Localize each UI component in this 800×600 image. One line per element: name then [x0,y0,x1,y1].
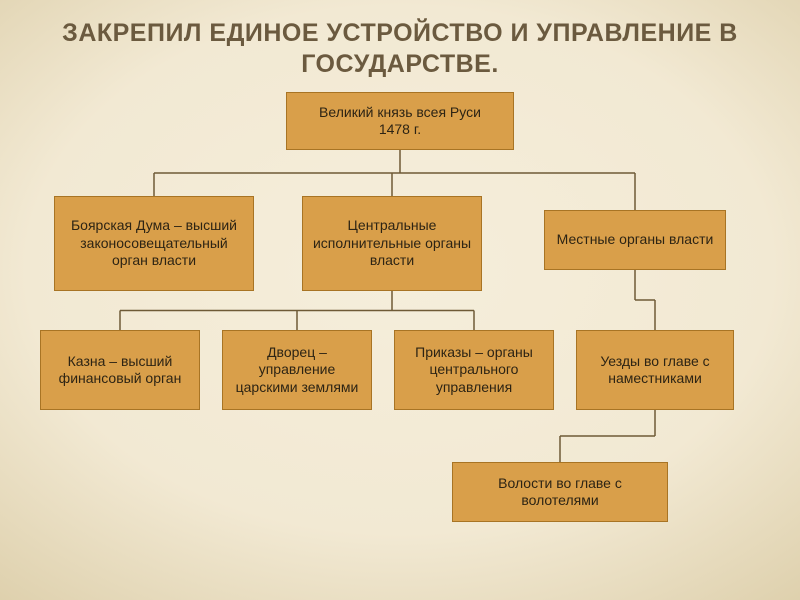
org-node-label: Центральные исполнительные органы власти [311,217,473,270]
org-node-label: Казна – высший финансовый орган [49,353,191,388]
org-node-label: Боярская Дума – высший законосовещательн… [63,217,245,270]
org-node-label: Приказы – органы центрального управления [403,344,545,397]
org-node-uezd: Уезды во главе с наместниками [576,330,734,410]
org-node-exec: Центральные исполнительные органы власти [302,196,482,291]
org-node-label: Великий князь всея Руси 1478 г. [319,104,481,139]
org-node-label: Волости во главе с волотелями [461,475,659,510]
org-node-prikaz: Приказы – органы центрального управления [394,330,554,410]
page-title: ЗАКРЕПИЛ ЕДИНОЕ УСТРОЙСТВО И УПРАВЛЕНИЕ … [0,0,800,91]
org-node-volost: Волости во главе с волотелями [452,462,668,522]
org-node-label: Дворец – управление царскими землями [231,344,363,397]
org-node-label: Местные органы власти [557,231,714,249]
org-node-root: Великий князь всея Руси 1478 г. [286,92,514,150]
org-node-label: Уезды во главе с наместниками [585,353,725,388]
slide-content: ЗАКРЕПИЛ ЕДИНОЕ УСТРОЙСТВО И УПРАВЛЕНИЕ … [0,0,800,600]
org-node-duma: Боярская Дума – высший законосовещательн… [54,196,254,291]
org-node-dvorec: Дворец – управление царскими землями [222,330,372,410]
org-node-local: Местные органы власти [544,210,726,270]
org-node-kazna: Казна – высший финансовый орган [40,330,200,410]
